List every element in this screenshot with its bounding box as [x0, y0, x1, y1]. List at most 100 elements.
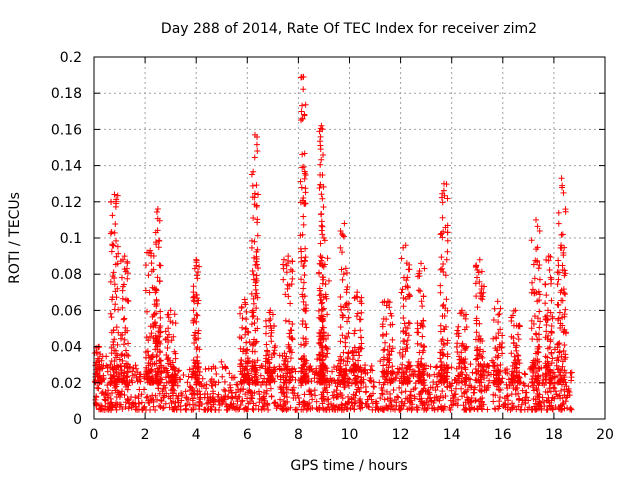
data-point: [344, 283, 351, 290]
data-point: [405, 319, 412, 326]
data-point: [355, 384, 362, 391]
data-point: [547, 280, 554, 287]
data-point: [542, 376, 549, 383]
data-point: [357, 327, 364, 334]
data-point: [147, 323, 154, 330]
data-point: [170, 364, 177, 371]
data-point: [302, 370, 309, 377]
data-point: [237, 401, 244, 408]
data-point: [114, 243, 121, 250]
data-point: [491, 305, 498, 312]
data-point: [110, 338, 117, 345]
data-point: [353, 313, 360, 320]
data-point: [476, 256, 483, 263]
data-point: [320, 235, 327, 241]
data-point: [516, 360, 523, 367]
data-point: [188, 406, 195, 413]
data-point: [497, 379, 504, 386]
data-point: [124, 373, 131, 380]
data-point: [418, 371, 425, 378]
data-point: [318, 364, 325, 371]
data-point: [400, 295, 407, 302]
data-point: [253, 261, 260, 268]
data-point: [195, 360, 202, 367]
data-point: [558, 242, 565, 249]
data-point: [267, 307, 274, 314]
data-point: [500, 402, 507, 409]
data-point: [414, 320, 421, 327]
data-point: [450, 401, 457, 408]
data-point: [548, 349, 555, 356]
data-point: [209, 382, 216, 389]
data-point: [417, 288, 424, 295]
data-point: [389, 345, 396, 352]
data-point: [530, 396, 537, 403]
data-point: [301, 257, 308, 264]
data-point: [136, 386, 143, 393]
data-point: [219, 373, 226, 380]
data-point: [464, 396, 471, 403]
data-point: [161, 382, 168, 389]
data-point: [478, 405, 485, 412]
data-point: [133, 365, 140, 372]
data-point: [468, 395, 475, 402]
data-point: [379, 331, 386, 338]
data-point: [313, 365, 320, 372]
data-point: [157, 262, 164, 269]
data-point: [534, 315, 541, 322]
data-point: [404, 325, 411, 332]
data-point: [555, 356, 562, 363]
data-point: [516, 396, 523, 403]
data-point: [190, 294, 197, 301]
data-point: [342, 362, 349, 369]
data-point: [251, 320, 258, 327]
data-point: [440, 228, 447, 235]
data-point: [112, 288, 119, 295]
data-point: [267, 333, 274, 340]
data-point: [440, 269, 447, 276]
data-point: [499, 350, 506, 357]
data-point: [248, 244, 255, 251]
data-point: [94, 384, 101, 391]
data-point: [203, 400, 210, 407]
data-point: [112, 387, 119, 394]
data-point: [267, 373, 274, 380]
data-point: [118, 376, 125, 383]
data-point: [322, 281, 329, 288]
data-point: [384, 298, 391, 305]
data-point: [400, 338, 407, 345]
data-point: [536, 358, 543, 365]
data-point: [228, 389, 235, 396]
data-point: [148, 379, 155, 386]
data-point: [386, 343, 393, 350]
data-point: [344, 270, 351, 277]
data-point: [298, 276, 305, 283]
data-point: [499, 375, 506, 382]
data-point: [93, 401, 100, 408]
data-point: [297, 245, 304, 252]
data-point: [303, 324, 310, 331]
data-point: [194, 275, 201, 282]
data-point: [455, 323, 462, 330]
data-point: [497, 305, 504, 312]
data-point: [300, 221, 307, 228]
data-point: [108, 248, 115, 255]
data-point: [288, 281, 295, 288]
data-point: [546, 266, 553, 273]
x-tick-label: 20: [596, 427, 614, 443]
data-point: [156, 277, 163, 284]
data-point: [383, 316, 390, 323]
data-point: [222, 363, 229, 370]
data-point: [300, 298, 307, 305]
data-point: [420, 347, 427, 354]
data-point: [286, 318, 293, 325]
data-point: [140, 404, 147, 411]
x-tick-label: 0: [90, 427, 99, 443]
data-point: [223, 406, 230, 413]
data-point: [134, 378, 141, 385]
data-point: [274, 372, 281, 379]
data-point: [438, 254, 445, 261]
data-point: [377, 405, 384, 412]
data-point: [418, 355, 425, 362]
data-point: [153, 353, 160, 360]
